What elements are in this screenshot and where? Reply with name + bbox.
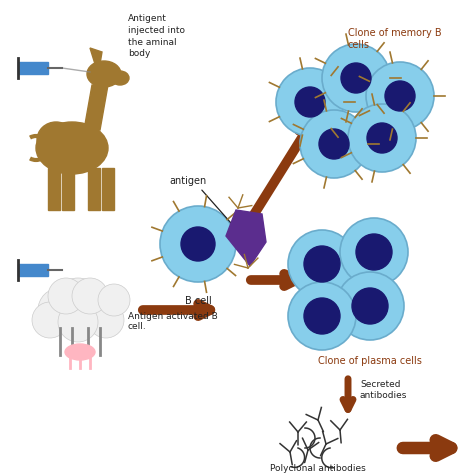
Circle shape (385, 81, 415, 111)
Circle shape (74, 288, 118, 332)
Circle shape (48, 278, 84, 314)
Circle shape (54, 278, 102, 326)
Text: B cell: B cell (185, 296, 211, 306)
Circle shape (322, 44, 390, 112)
Circle shape (88, 302, 124, 338)
Circle shape (276, 68, 344, 136)
Polygon shape (84, 85, 108, 130)
Circle shape (98, 284, 130, 316)
Ellipse shape (36, 122, 108, 174)
Circle shape (340, 218, 408, 286)
Circle shape (304, 298, 340, 334)
Circle shape (356, 234, 392, 270)
Circle shape (72, 278, 108, 314)
Text: Clone of memory B
cells: Clone of memory B cells (348, 28, 442, 50)
Circle shape (336, 272, 404, 340)
Polygon shape (90, 48, 102, 64)
Circle shape (366, 62, 434, 130)
Polygon shape (102, 168, 114, 210)
Circle shape (295, 87, 325, 117)
Circle shape (181, 227, 215, 261)
Circle shape (300, 110, 368, 178)
Circle shape (348, 104, 416, 172)
Polygon shape (48, 168, 60, 210)
Polygon shape (88, 168, 100, 210)
Ellipse shape (65, 344, 95, 360)
Circle shape (58, 302, 98, 342)
Text: Secreted
antibodies: Secreted antibodies (360, 380, 407, 400)
Text: antigen: antigen (169, 176, 207, 186)
Polygon shape (18, 62, 48, 74)
Polygon shape (18, 264, 48, 276)
Circle shape (304, 246, 340, 282)
Text: Polyclonal antibodies
from different B cells are
produced.: Polyclonal antibodies from different B c… (270, 464, 383, 474)
Circle shape (319, 129, 349, 159)
Circle shape (288, 282, 356, 350)
Circle shape (160, 206, 236, 282)
Circle shape (38, 288, 82, 332)
Text: Antigent
injected into
the aminal
body: Antigent injected into the aminal body (128, 14, 185, 58)
Ellipse shape (87, 61, 121, 87)
Circle shape (32, 302, 68, 338)
Circle shape (288, 230, 356, 298)
Circle shape (341, 63, 371, 93)
Ellipse shape (37, 122, 75, 158)
Text: Antigen activated B
cell.: Antigen activated B cell. (128, 312, 218, 331)
Polygon shape (62, 168, 74, 210)
Text: Clone of plasma cells: Clone of plasma cells (318, 356, 422, 366)
Circle shape (352, 288, 388, 324)
Ellipse shape (111, 71, 129, 85)
Circle shape (367, 123, 397, 153)
Polygon shape (226, 210, 266, 266)
